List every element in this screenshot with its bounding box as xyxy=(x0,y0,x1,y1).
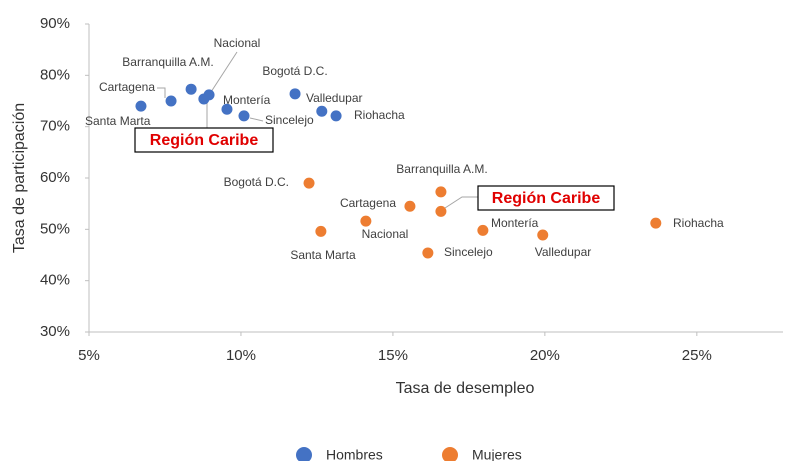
point xyxy=(203,89,215,101)
x-axis-title: Tasa de desempleo xyxy=(396,380,535,397)
point-label: Barranquilla A.M. xyxy=(122,55,213,69)
legend-marker xyxy=(442,447,458,461)
x-tick-label: 25% xyxy=(682,347,712,364)
point xyxy=(435,186,447,198)
x-tick-label: 15% xyxy=(378,347,408,364)
x-tick-label: 20% xyxy=(530,347,560,364)
point-label: Riohacha xyxy=(354,108,405,122)
callout-label: Región Caribe xyxy=(492,190,601,207)
point-label: Valledupar xyxy=(535,245,591,259)
y-tick-label: 90% xyxy=(40,15,70,32)
callout-box xyxy=(477,185,615,211)
y-tick-label: 30% xyxy=(40,323,70,340)
point xyxy=(185,83,197,95)
point xyxy=(221,103,233,115)
point xyxy=(477,224,489,236)
y-tick-label: 70% xyxy=(40,118,70,135)
legend-label: Mujeres xyxy=(472,447,522,461)
y-tick-label: 80% xyxy=(40,66,70,83)
x-tick-label: 5% xyxy=(78,347,100,364)
point xyxy=(404,200,416,212)
point xyxy=(316,105,328,117)
point-label: Montería xyxy=(491,216,539,230)
point xyxy=(422,247,434,259)
y-tick-label: 50% xyxy=(40,220,70,237)
leader-line xyxy=(210,51,238,93)
point xyxy=(165,95,177,107)
point xyxy=(650,217,662,229)
point-label: Riohacha xyxy=(673,216,724,230)
point-label: Sincelejo xyxy=(265,113,314,127)
leader-line xyxy=(157,87,166,98)
point-label: Sincelejo xyxy=(444,245,493,259)
point-label: Nacional xyxy=(362,227,409,241)
point xyxy=(330,110,342,122)
point xyxy=(360,215,372,227)
leader-line xyxy=(444,196,478,209)
point-label: Cartagena xyxy=(340,196,396,210)
legend-label: Hombres xyxy=(326,447,383,461)
leader-line xyxy=(249,117,264,122)
point-label: Montería xyxy=(223,93,271,107)
point xyxy=(435,205,447,217)
y-axis-title: Tasa de participación xyxy=(11,103,28,253)
point xyxy=(303,177,315,189)
point-label: Nacional xyxy=(214,36,261,50)
point xyxy=(289,88,301,100)
point xyxy=(135,100,147,112)
point-label: Bogotá D.C. xyxy=(224,175,289,189)
point-label: Bogotá D.C. xyxy=(262,64,327,78)
legend-marker xyxy=(296,447,312,461)
point xyxy=(537,229,549,241)
point-label: Cartagena xyxy=(99,80,155,94)
point xyxy=(238,110,250,122)
callout-label: Región Caribe xyxy=(150,132,259,149)
point xyxy=(315,225,327,237)
y-tick-label: 60% xyxy=(40,169,70,186)
callout-box xyxy=(134,127,274,153)
y-tick-label: 40% xyxy=(40,272,70,289)
x-tick-label: 10% xyxy=(226,347,256,364)
point-label: Barranquilla A.M. xyxy=(396,162,487,176)
point-label: Santa Marta xyxy=(290,248,356,262)
point-label: Valledupar xyxy=(306,91,362,105)
point-label: Santa Marta xyxy=(85,114,151,128)
